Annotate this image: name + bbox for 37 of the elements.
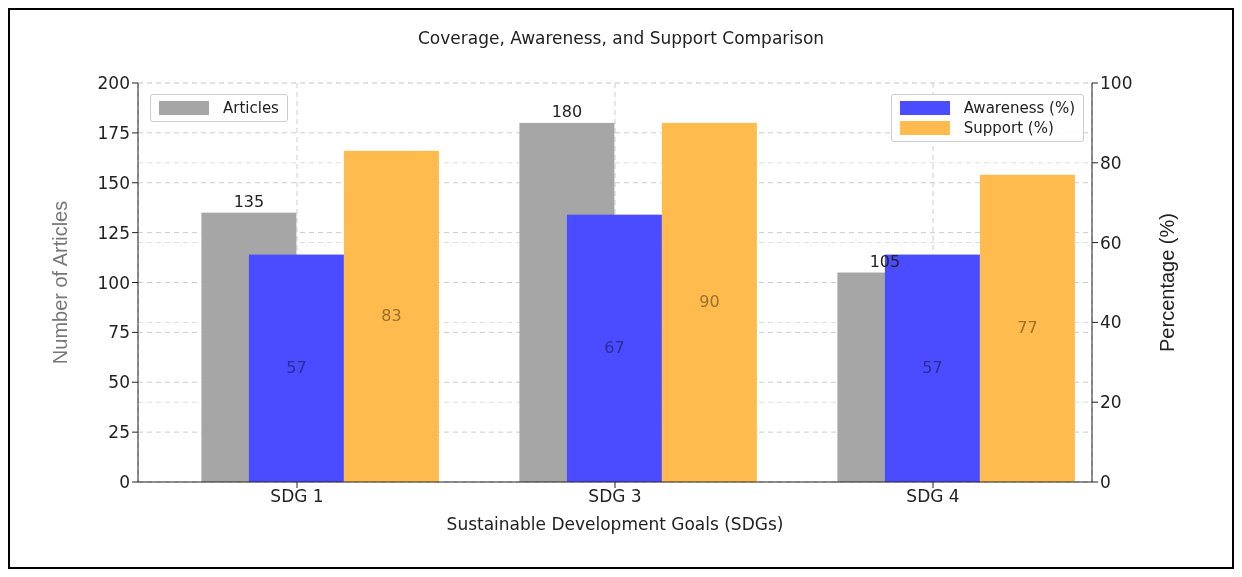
y-tick-label: 125	[97, 222, 130, 243]
y-tick-label: 200	[97, 73, 130, 94]
y-tick-label: 100	[97, 272, 130, 293]
y-tick-label: 175	[97, 122, 130, 143]
bar	[661, 122, 757, 482]
y2-tick-label: 60	[1100, 232, 1122, 253]
y-tick-label: 150	[97, 172, 130, 193]
bar	[343, 150, 439, 482]
y-tick-label: 25	[108, 422, 130, 443]
x-axis-title: Sustainable Development Goals (SDGs)	[446, 514, 784, 534]
data-label: 77	[1017, 317, 1038, 337]
y-tick-label: 75	[108, 322, 130, 343]
y-tick-label: 50	[108, 372, 130, 393]
data-label: 57	[922, 357, 943, 377]
legend-label: Articles	[223, 99, 279, 117]
y2-tick-label: 100	[1100, 73, 1133, 94]
y2-tick-label: 40	[1100, 312, 1122, 333]
data-label: 83	[381, 305, 402, 325]
y-axis-title: Number of Articles	[49, 200, 72, 365]
y2-tick-label: 0	[1100, 472, 1111, 493]
x-tick-label: SDG 4	[906, 486, 960, 507]
x-tick-label: SDG 1	[270, 486, 324, 507]
data-label: 135	[233, 191, 265, 211]
data-label: 57	[286, 357, 307, 377]
legend-label: Support (%)	[963, 119, 1054, 137]
data-label: 105	[869, 251, 901, 271]
y2-axis-title: Percentage (%)	[1156, 213, 1179, 352]
y-tick-label: 0	[119, 472, 130, 493]
y2-tick-label: 80	[1100, 152, 1122, 173]
x-tick-label: SDG 3	[588, 486, 642, 507]
bar	[979, 174, 1075, 482]
y2-tick-label: 20	[1100, 392, 1122, 413]
data-label: 180	[551, 101, 583, 121]
legend-label: Awareness (%)	[963, 99, 1075, 117]
chart-title: Coverage, Awareness, and Support Comparison	[416, 28, 826, 48]
data-label: 67	[604, 337, 625, 357]
data-label: 90	[699, 291, 720, 311]
